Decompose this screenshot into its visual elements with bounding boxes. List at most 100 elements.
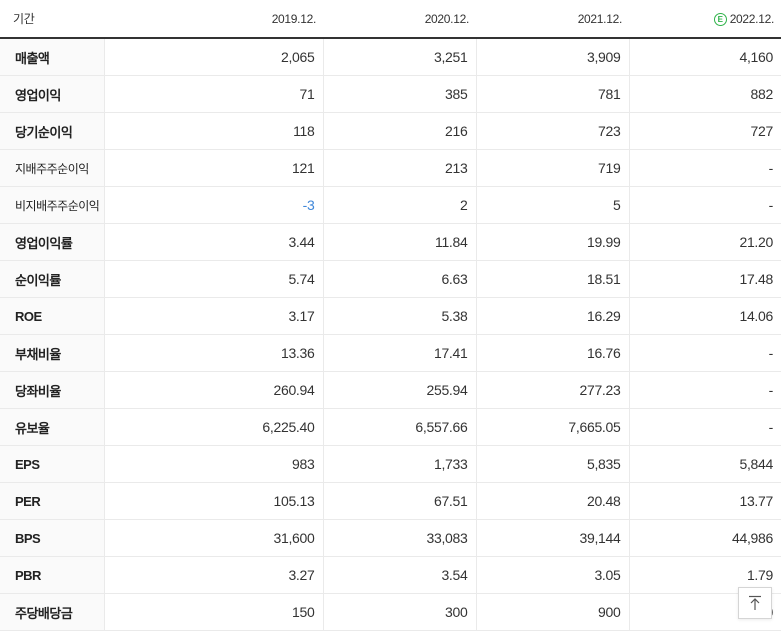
cell-value: 5.38: [322, 297, 476, 335]
table-row: 매출액 2,065 3,251 3,909 4,160: [0, 38, 781, 76]
cell-value: 16.76: [475, 334, 629, 372]
table-row: PBR 3.27 3.54 3.05 1.79: [0, 556, 781, 594]
cell-value: 5,844: [628, 445, 781, 483]
cell-value: 277.23: [475, 371, 629, 409]
period-2022-estimate: E 2022.12.: [629, 0, 781, 39]
cell-value: 1,733: [322, 445, 476, 483]
table-row: 영업이익률 3.44 11.84 19.99 21.20: [0, 223, 781, 261]
cell-value: 216: [322, 112, 476, 150]
cell-value: 5.74: [103, 260, 323, 298]
cell-value: 6,225.40: [103, 408, 323, 446]
period-2019: 2019.12.: [104, 0, 323, 39]
cell-value: 3.05: [475, 556, 629, 594]
cell-value: 3.17: [103, 297, 323, 335]
period-2021: 2021.12.: [476, 0, 629, 39]
cell-value: 882: [628, 75, 781, 113]
table-row: EPS 983 1,733 5,835 5,844: [0, 445, 781, 483]
table-row: 영업이익 71 385 781 882: [0, 75, 781, 113]
cell-value: 255.94: [322, 371, 476, 409]
cell-value: 71: [103, 75, 323, 113]
period-2022-label: 2022.12.: [729, 11, 775, 26]
cell-value: 121: [103, 149, 323, 187]
table-row: ROE 3.17 5.38 16.29 14.06: [0, 297, 781, 335]
cell-value: 67.51: [322, 482, 476, 520]
cell-value: 13.36: [103, 334, 323, 372]
cell-value: 19.99: [475, 223, 629, 261]
row-label: 주당배당금: [0, 593, 104, 631]
cell-value: 260.94: [103, 371, 323, 409]
row-label: 유보율: [0, 408, 104, 446]
row-label: 매출액: [0, 38, 104, 76]
cell-value: -: [628, 408, 781, 446]
cell-value-negative: -3: [103, 186, 323, 224]
cell-value: 16.29: [475, 297, 629, 335]
cell-value: 18.51: [475, 260, 629, 298]
row-label: 당기순이익: [0, 112, 104, 150]
period-header-label: 기간: [0, 0, 104, 39]
row-label: BPS: [0, 519, 104, 557]
cell-value: 385: [322, 75, 476, 113]
cell-value: 5,835: [475, 445, 629, 483]
table-row: 주당배당금 150 300 900 0: [0, 593, 781, 631]
arrow-up-icon: [749, 595, 761, 610]
row-label: PER: [0, 482, 104, 520]
cell-value: 6,557.66: [322, 408, 476, 446]
table-row: PER 105.13 67.51 20.48 13.77: [0, 482, 781, 520]
table-row: 당좌비율 260.94 255.94 277.23 -: [0, 371, 781, 409]
cell-value: -: [628, 186, 781, 224]
cell-value: 6.63: [322, 260, 476, 298]
cell-value: 17.41: [322, 334, 476, 372]
period-2020: 2020.12.: [323, 0, 476, 39]
cell-value: 14.06: [628, 297, 781, 335]
table-row: 유보율 6,225.40 6,557.66 7,665.05 -: [0, 408, 781, 446]
row-label: 부채비율: [0, 334, 104, 372]
cell-value: 3.44: [103, 223, 323, 261]
table-row: 지배주주순이익 121 213 719 -: [0, 149, 781, 187]
cell-value: 7,665.05: [475, 408, 629, 446]
cell-value: 983: [103, 445, 323, 483]
cell-value: 21.20: [628, 223, 781, 261]
cell-value: 781: [475, 75, 629, 113]
cell-value: 33,083: [322, 519, 476, 557]
row-label: 당좌비율: [0, 371, 104, 409]
cell-value: 719: [475, 149, 629, 187]
cell-value: 150: [103, 593, 323, 631]
cell-value: 11.84: [322, 223, 476, 261]
table-row: 순이익률 5.74 6.63 18.51 17.48: [0, 260, 781, 298]
cell-value: 900: [475, 593, 629, 631]
table-row: 당기순이익 118 216 723 727: [0, 112, 781, 150]
cell-value: 2,065: [103, 38, 323, 76]
cell-value: 727: [628, 112, 781, 150]
scroll-to-top-button[interactable]: [738, 587, 772, 619]
table-row: BPS 31,600 33,083 39,144 44,986: [0, 519, 781, 557]
cell-value: -: [628, 334, 781, 372]
cell-value: 3,909: [475, 38, 629, 76]
row-label: 비지배주주순이익: [0, 186, 104, 224]
row-label: ROE: [0, 297, 104, 335]
cell-value: 118: [103, 112, 323, 150]
row-label: 순이익률: [0, 260, 104, 298]
row-label: 지배주주순이익: [0, 149, 104, 187]
cell-value: 20.48: [475, 482, 629, 520]
cell-value: 723: [475, 112, 629, 150]
cell-value: 3,251: [322, 38, 476, 76]
cell-value: 31,600: [103, 519, 323, 557]
cell-value: 2: [322, 186, 476, 224]
cell-value: 3.27: [103, 556, 323, 594]
cell-value: 13.77: [628, 482, 781, 520]
row-label: 영업이익률: [0, 223, 104, 261]
cell-value: 105.13: [103, 482, 323, 520]
cell-value: 17.48: [628, 260, 781, 298]
cell-value: 44,986: [628, 519, 781, 557]
cell-value: 213: [322, 149, 476, 187]
table-row: 비지배주주순이익 -3 2 5 -: [0, 186, 781, 224]
cell-value: 300: [322, 593, 476, 631]
row-label: 영업이익: [0, 75, 104, 113]
cell-value: -: [628, 371, 781, 409]
row-label: EPS: [0, 445, 104, 483]
cell-value: 4,160: [628, 38, 781, 76]
cell-value: 3.54: [322, 556, 476, 594]
cell-value: 5: [475, 186, 629, 224]
row-label: PBR: [0, 556, 104, 594]
